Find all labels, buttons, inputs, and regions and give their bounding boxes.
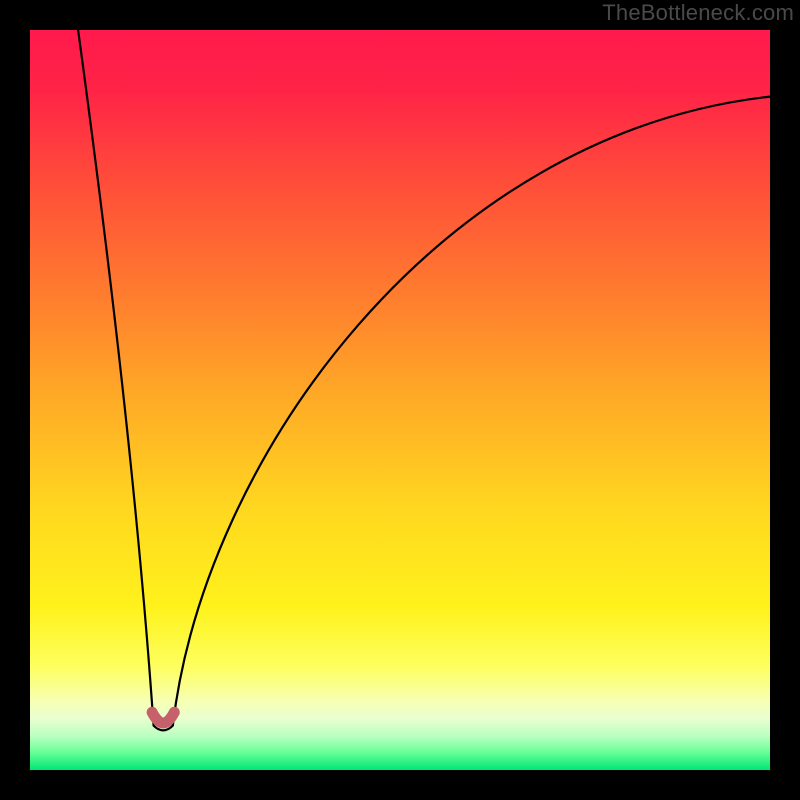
plot-background-gradient: [30, 30, 770, 770]
chart-container: TheBottleneck.com: [0, 0, 800, 800]
bottleneck-chart: [0, 0, 800, 800]
